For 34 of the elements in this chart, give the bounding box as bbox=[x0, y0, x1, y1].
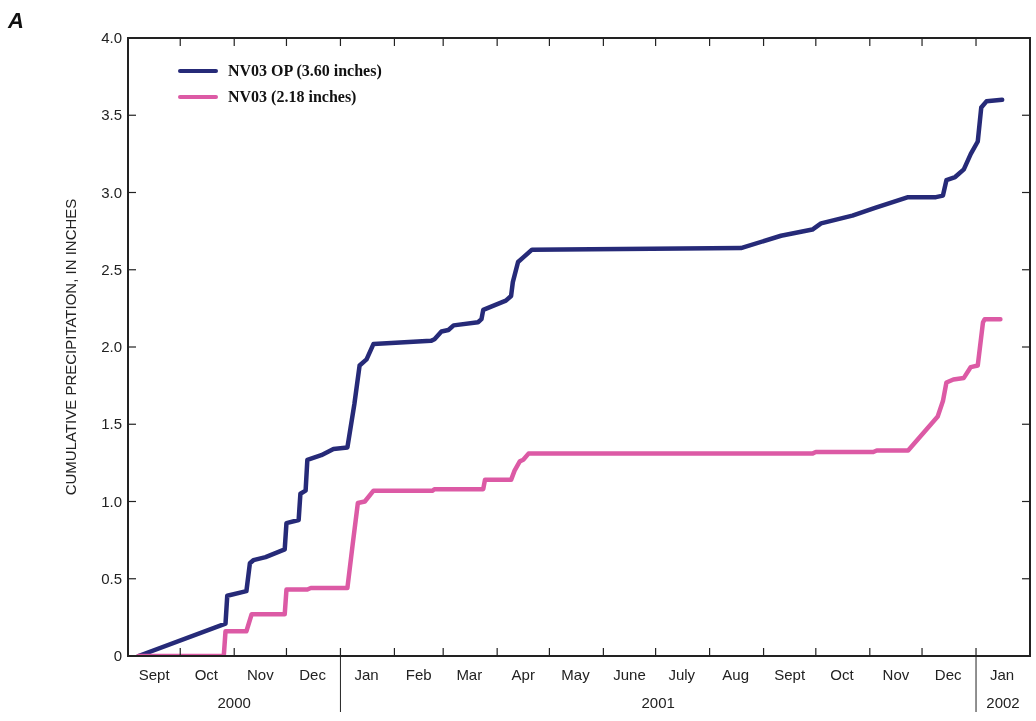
y-tick-label: 0 bbox=[113, 647, 122, 664]
x-tick-label: Nov bbox=[882, 666, 910, 683]
x-tick-label: Oct bbox=[194, 666, 219, 683]
x-tick-label: Nov bbox=[247, 666, 275, 683]
x-tick-label: May bbox=[561, 666, 591, 683]
x-tick-label: Sept bbox=[774, 666, 806, 683]
y-tick-label: 0.5 bbox=[101, 569, 122, 587]
x-tick-label: Oct bbox=[830, 666, 855, 683]
x-tick-label: Jan bbox=[990, 666, 1015, 683]
x-tick-label: Feb bbox=[405, 666, 432, 683]
y-tick-label: 3.0 bbox=[101, 183, 122, 201]
x-tick-label: Sept bbox=[138, 666, 171, 683]
text: 2000 bbox=[217, 694, 251, 711]
x-tick-label: Apr bbox=[511, 666, 535, 683]
chart-title: A bbox=[8, 8, 24, 34]
y-axis-title: CUMULATIVE PRECIPITATION, IN INCHES bbox=[62, 198, 80, 496]
y-tick-label: 3.5 bbox=[101, 106, 122, 124]
legend-label: NV03 (2.18 inches) bbox=[228, 88, 357, 106]
x-tick-label: Dec bbox=[934, 666, 962, 683]
y-tick-label: 2.0 bbox=[101, 338, 122, 355]
y-tick-label: 1.5 bbox=[101, 415, 122, 433]
x-tick-label: June bbox=[613, 666, 646, 683]
line-series bbox=[136, 316, 1003, 656]
legend-label: NV03 OP (3.60 inches) bbox=[228, 62, 382, 80]
x-tick-label: Mar bbox=[456, 666, 483, 683]
y-tick-label: 1.0 bbox=[101, 492, 122, 510]
x-tick-label: Dec bbox=[299, 666, 327, 683]
x-tick-label: Jan bbox=[354, 666, 379, 683]
text: 2001 bbox=[641, 694, 675, 711]
text: 2002 bbox=[986, 694, 1020, 711]
y-tick-label: 2.5 bbox=[101, 260, 122, 278]
x-tick-label: July bbox=[668, 666, 696, 683]
y-tick-label: 4.0 bbox=[101, 29, 122, 46]
x-tick-label: Aug bbox=[722, 666, 750, 683]
